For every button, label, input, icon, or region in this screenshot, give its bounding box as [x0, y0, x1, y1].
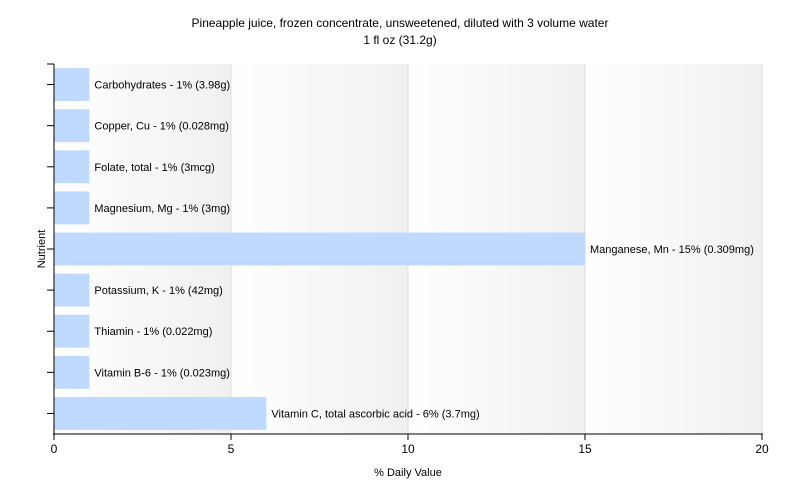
bar-data-label: Vitamin B-6 - 1% (0.023mg) — [94, 367, 230, 379]
bar-data-label: Copper, Cu - 1% (0.028mg) — [94, 121, 229, 133]
x-tick-label: 5 — [228, 442, 235, 456]
bar-data-label: Folate, total - 1% (3mcg) — [94, 162, 214, 174]
bar — [54, 68, 90, 101]
x-tick-label: 20 — [755, 442, 769, 456]
y-axis-label: Nutrient — [36, 230, 48, 269]
chart-title: Pineapple juice, frozen concentrate, uns… — [192, 16, 609, 30]
bar — [54, 355, 90, 389]
plot-band — [585, 64, 762, 434]
bar-data-label: Magnesium, Mg - 1% (3mg) — [94, 203, 230, 215]
x-tick-label: 15 — [578, 442, 592, 456]
bar-data-label: Thiamin - 1% (0.022mg) — [94, 326, 212, 338]
bar-data-label: Vitamin C, total ascorbic acid - 6% (3.7… — [271, 408, 479, 420]
bar — [54, 397, 267, 430]
bar — [54, 314, 90, 348]
bar-data-label: Potassium, K - 1% (42mg) — [94, 285, 222, 297]
plot-area: Carbohydrates - 1% (3.98g) Copper, Cu - 1… — [47, 63, 769, 456]
x-tick-label: 0 — [51, 442, 58, 456]
bar — [54, 150, 90, 184]
bar — [54, 191, 90, 225]
x-tick-label: 10 — [401, 442, 415, 456]
x-axis-label: % Daily Value — [374, 467, 442, 479]
bar — [54, 109, 90, 143]
chart-subtitle: 1 fl oz (31.2g) — [363, 33, 436, 47]
bar-data-label: Manganese, Mn - 15% (0.309mg) — [590, 244, 754, 256]
bar — [54, 232, 585, 266]
bar — [54, 273, 90, 307]
bar-data-label: Carbohydrates - 1% (3.98g) — [94, 80, 230, 92]
